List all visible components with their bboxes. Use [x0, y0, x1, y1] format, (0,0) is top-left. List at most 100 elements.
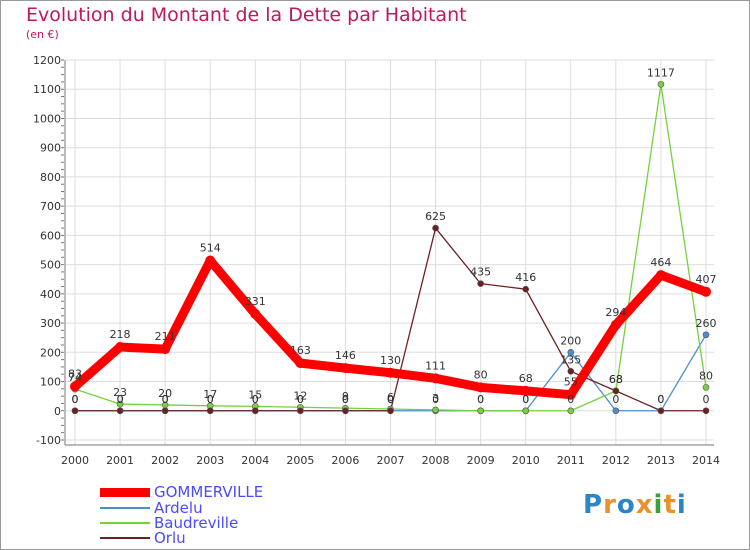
y-tick-label: 1200 — [33, 54, 61, 67]
x-tick-label: 2000 — [61, 454, 89, 467]
data-point-gommerville — [701, 286, 711, 297]
data-label-baudreville: 0 — [522, 393, 529, 406]
data-label-orlu: 0 — [252, 393, 259, 406]
x-tick-label: 2001 — [106, 454, 134, 467]
data-label-gommerville: 218 — [110, 328, 131, 341]
y-tick-label: -100 — [36, 434, 61, 447]
data-label-gommerville: 146 — [335, 349, 356, 362]
data-label-orlu: 0 — [117, 393, 124, 406]
data-point-gommerville — [115, 342, 126, 353]
proxiti-logo: Proxiti — [583, 490, 687, 520]
chart-title: Evolution du Montant de la Dette par Hab… — [26, 4, 467, 26]
x-tick-label: 2005 — [286, 454, 314, 467]
data-label-gommerville: 211 — [155, 330, 176, 343]
data-point-orlu — [432, 224, 439, 232]
data-point-ardelu — [567, 349, 575, 356]
data-label-baudreville: 15 — [248, 388, 262, 401]
logo-letter: r — [603, 490, 617, 520]
data-label-orlu: 0 — [387, 393, 394, 406]
data-label-gommerville: 464 — [650, 256, 671, 269]
data-label-baudreville: 68 — [609, 373, 623, 386]
x-tick-label: 2008 — [422, 454, 450, 467]
y-tick-label: 500 — [40, 259, 61, 272]
data-label-gommerville: 407 — [696, 273, 717, 286]
legend-label-baudreville: Baudreville — [154, 514, 239, 532]
data-label-ardelu: 0 — [387, 393, 394, 406]
data-point-orlu — [477, 280, 484, 287]
data-label-baudreville: 6 — [387, 391, 394, 404]
x-tick-label: 2013 — [647, 454, 675, 467]
data-label-orlu: 135 — [560, 353, 581, 366]
legend-swatch-gommerville — [100, 488, 150, 497]
y-tick-label: 300 — [40, 317, 61, 330]
data-point-gommerville — [430, 373, 441, 384]
legend-item-ardelu: Ardelu — [100, 499, 320, 517]
logo-letter: t — [663, 490, 677, 520]
data-label-ardelu: 0 — [432, 393, 439, 406]
x-tick-label: 2006 — [331, 454, 359, 467]
x-tick-label: 2009 — [467, 454, 495, 467]
data-point-gommerville — [610, 319, 621, 330]
y-tick-label: 100 — [40, 376, 61, 389]
data-point-orlu — [342, 407, 349, 415]
data-point-orlu — [161, 407, 169, 415]
data-label-baudreville: 23 — [113, 386, 127, 399]
data-label-baudreville: 20 — [158, 387, 172, 400]
data-label-baudreville: 12 — [293, 389, 307, 402]
legend-label-ardelu: Ardelu — [154, 499, 203, 517]
data-point-gommerville — [565, 389, 576, 400]
data-point-orlu — [612, 387, 620, 395]
legend-item-gommerville: GOMMERVILLE — [100, 483, 320, 501]
data-point-baudreville — [116, 400, 124, 408]
x-tick-label: 2014 — [692, 454, 720, 467]
data-point-gommerville — [70, 381, 80, 392]
data-point-orlu — [206, 407, 214, 415]
data-point-baudreville — [432, 406, 439, 414]
data-label-ardelu: 0 — [522, 393, 529, 406]
y-tick-label: 0 — [54, 405, 61, 418]
data-label-orlu: 0 — [703, 393, 710, 406]
data-point-orlu — [116, 407, 124, 415]
data-point-gommerville — [520, 385, 531, 396]
data-label-ardelu: 0 — [162, 393, 169, 406]
legend-label-orlu: Orlu — [154, 529, 186, 547]
data-label-ardelu: 0 — [117, 393, 124, 406]
data-point-orlu — [71, 407, 79, 415]
data-label-baudreville: 74 — [68, 371, 82, 384]
logo-letter: i — [653, 490, 664, 520]
data-point-orlu — [567, 368, 575, 375]
x-tick-label: 2012 — [602, 454, 630, 467]
data-label-gommerville: 514 — [200, 242, 221, 255]
data-label-baudreville: 0 — [477, 393, 484, 406]
logo-letter: i — [676, 490, 687, 520]
legend-item-baudreville: Baudreville — [100, 514, 320, 532]
data-point-orlu — [387, 407, 394, 415]
data-label-ardelu: 0 — [72, 393, 79, 406]
data-point-gommerville — [205, 255, 216, 266]
data-label-gommerville: 163 — [290, 344, 311, 357]
y-tick-label: 1100 — [33, 83, 61, 96]
data-label-gommerville: 294 — [605, 306, 626, 319]
data-point-gommerville — [160, 344, 171, 355]
data-label-baudreville: 80 — [699, 369, 713, 382]
data-point-ardelu — [612, 407, 620, 415]
legend-swatch-ardelu — [100, 507, 150, 509]
y-tick-label: 700 — [40, 200, 61, 213]
data-point-baudreville — [477, 407, 484, 415]
x-tick-label: 2002 — [151, 454, 179, 467]
data-label-ardelu: 0 — [477, 393, 484, 406]
data-point-orlu — [297, 407, 304, 415]
data-label-orlu: 0 — [297, 393, 304, 406]
data-label-orlu: 0 — [162, 393, 169, 406]
data-point-gommerville — [340, 363, 351, 374]
data-point-baudreville — [567, 407, 575, 415]
data-label-baudreville: 0 — [567, 393, 574, 406]
logo-letter: o — [616, 490, 636, 520]
data-label-orlu: 0 — [342, 393, 349, 406]
chart-subtitle: (en €) — [26, 28, 59, 41]
data-point-gommerville — [295, 358, 306, 369]
y-tick-label: 800 — [40, 171, 61, 184]
data-point-orlu — [522, 285, 530, 293]
data-label-gommerville: 130 — [380, 354, 401, 367]
